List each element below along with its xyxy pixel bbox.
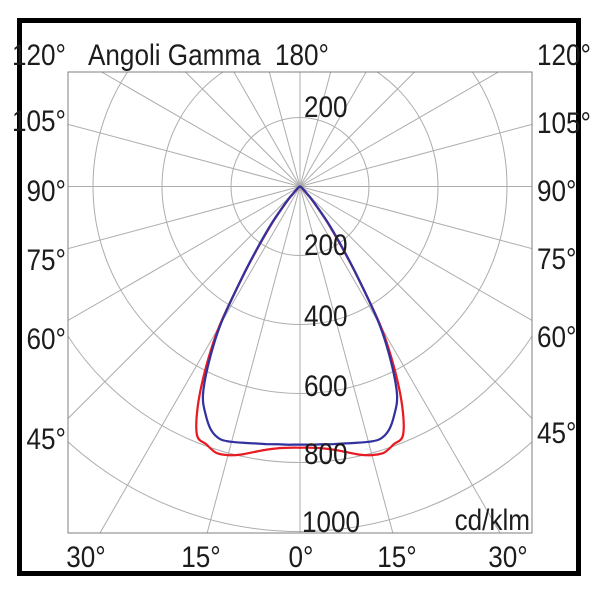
chart-title: Angoli Gamma: [88, 39, 261, 72]
angle-label-bottom-30r: 30°: [488, 541, 528, 574]
angle-label-right-60: 60°: [537, 321, 577, 354]
angle-label-right-75: 75°: [537, 243, 577, 276]
angle-label-top-180: 180°: [275, 39, 329, 72]
angle-label-left-105: 105°: [12, 105, 66, 138]
chart-frame: [17, 18, 581, 576]
ring-label-600: 600: [304, 370, 348, 403]
angle-label-bottom-15l: 15°: [181, 541, 221, 574]
curve-blue: [201, 185, 399, 446]
angle-label-right-105: 105°: [537, 107, 591, 140]
ring-label-800: 800: [304, 438, 348, 471]
angle-label-left-45: 45°: [26, 423, 66, 456]
angle-label-bottom-30l: 30°: [66, 541, 106, 574]
angle-label-right-120: 120°: [537, 39, 591, 72]
angle-label-bottom-15r: 15°: [377, 541, 417, 574]
angle-label-left-90: 90°: [26, 175, 66, 208]
ring-label-400: 400: [304, 300, 348, 333]
ring-label-200-top: 200: [304, 91, 348, 124]
angle-label-right-90: 90°: [537, 175, 577, 208]
angle-label-left-75: 75°: [26, 244, 66, 277]
ring-label-1000: 1000: [302, 506, 361, 539]
unit-label: cd/klm: [454, 504, 530, 537]
angle-label-left-120: 120°: [12, 39, 66, 72]
ring-label-200: 200: [304, 229, 348, 262]
angle-label-right-45: 45°: [537, 417, 577, 450]
angle-label-left-60: 60°: [26, 323, 66, 356]
angle-label-bottom-0: 0°: [288, 541, 314, 574]
